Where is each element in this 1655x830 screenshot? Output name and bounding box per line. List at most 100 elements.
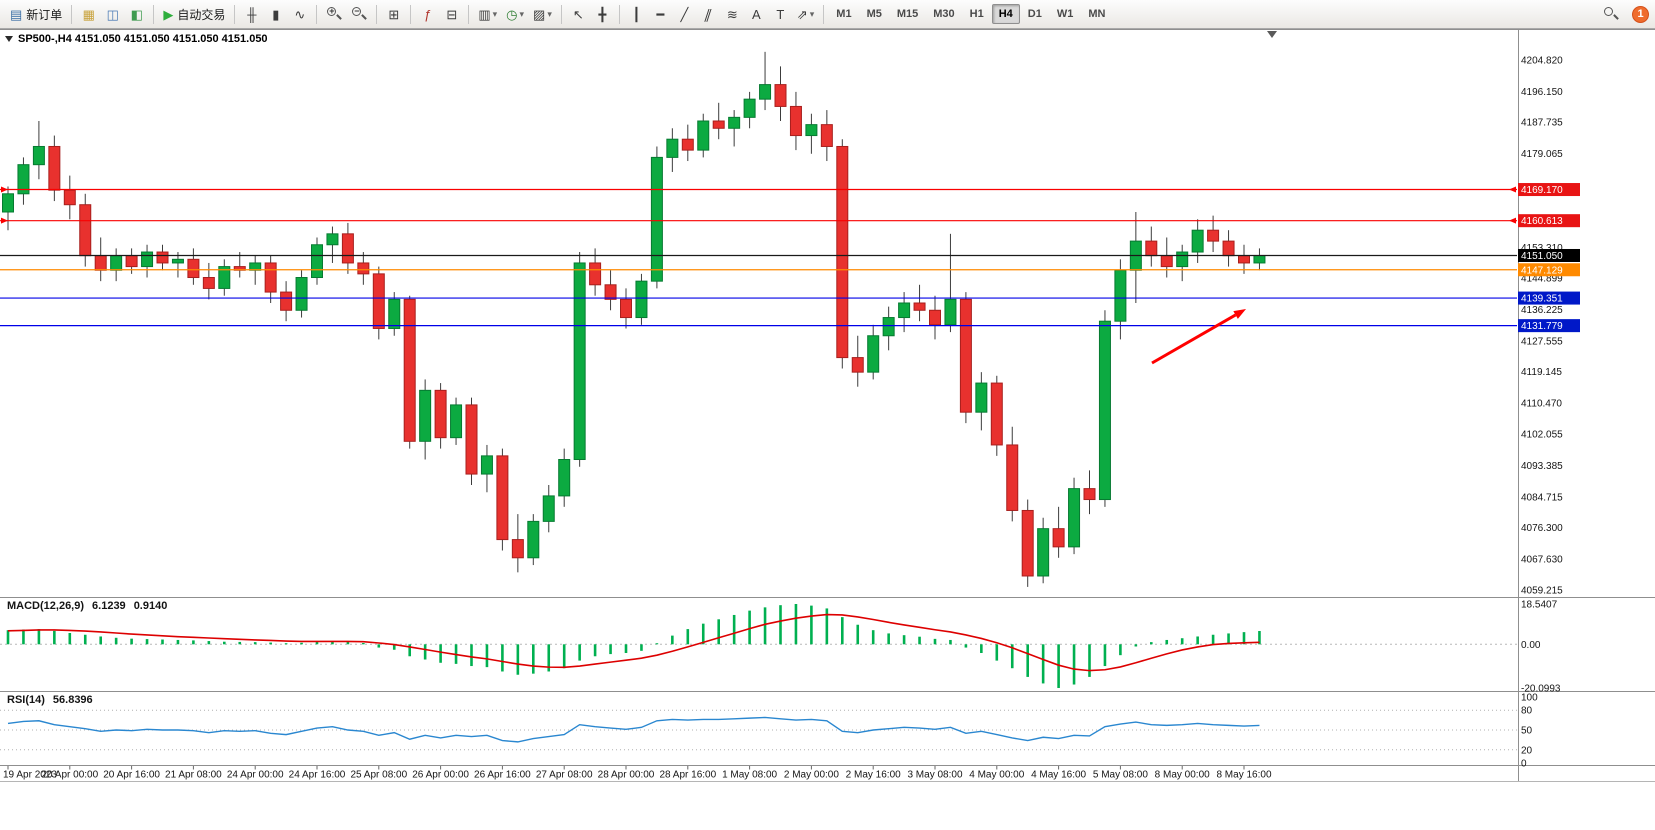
period-button[interactable]: ◷ <box>502 3 528 26</box>
timeframe-m1-button[interactable]: M1 <box>836 8 852 20</box>
new-order-button[interactable]: ▤ 新订单 <box>6 3 66 26</box>
time-axis-label: 24 Apr 16:00 <box>289 770 346 781</box>
bear-candle <box>341 233 354 264</box>
trendline-icon: ╱ <box>680 6 689 22</box>
price-badge-4169.170 <box>1518 183 1580 197</box>
text-button[interactable]: A <box>745 3 768 26</box>
bull-candle <box>2 193 14 213</box>
bear-candle <box>1006 444 1019 511</box>
toolbar-separator <box>618 4 620 24</box>
template-button[interactable]: ▨ <box>529 3 556 26</box>
price-axis-label: 4204.820 <box>1521 55 1563 66</box>
bull-candle <box>110 255 123 271</box>
timeframe-h4-button[interactable]: H4 <box>991 4 1020 24</box>
bull-candle <box>697 120 710 151</box>
tile-windows-button[interactable]: ⊞ <box>382 3 405 26</box>
market-watch-button[interactable]: ◧ <box>125 3 148 26</box>
bull-candle <box>1176 251 1189 268</box>
timeframe-mn-button[interactable]: MN <box>1088 8 1106 20</box>
bull-candle <box>975 382 988 413</box>
bear-candle <box>125 255 138 268</box>
fibonacci-icon: ≋ <box>726 6 738 22</box>
toolbar-separator <box>410 4 412 24</box>
bear-candle <box>959 298 972 413</box>
auto-trading-icon: ▶ <box>163 6 174 22</box>
timeframe-m15-button[interactable]: M15 <box>896 8 919 20</box>
bull-candle <box>635 280 648 319</box>
price-badge-label: 4151.050 <box>1521 251 1563 262</box>
bull-candle <box>480 455 493 475</box>
price-badge-4139.351 <box>1518 291 1580 305</box>
bear-candle <box>496 455 509 541</box>
auto-trading-button[interactable]: ▶ 自动交易 <box>159 3 229 26</box>
price-badge-4147.129 <box>1518 263 1580 277</box>
bull-candle <box>666 138 679 158</box>
zoom-out-button[interactable]: − <box>347 3 371 26</box>
fibonacci-button[interactable]: ≋ <box>721 3 744 26</box>
toolbar-separator <box>823 4 825 24</box>
channel-button[interactable]: ∥ <box>697 3 720 26</box>
bear-candle <box>851 357 864 373</box>
label-button[interactable]: T <box>769 3 792 26</box>
chart-shift-marker[interactable] <box>1267 31 1277 38</box>
price-axis-label: 4067.630 <box>1521 555 1563 566</box>
bull-candle <box>326 233 339 246</box>
macd-value: 6.1239 <box>92 600 126 612</box>
time-axis-label: 2 May 00:00 <box>784 770 839 781</box>
timeframe-d1-button[interactable]: D1 <box>1027 8 1042 20</box>
vertical-line-button[interactable]: ┃ <box>625 3 648 26</box>
bear-candle <box>202 277 215 289</box>
horizontal-line-button[interactable]: ━ <box>649 3 672 26</box>
bar-chart-button[interactable]: ╫ <box>240 3 263 26</box>
chart-window-button[interactable]: ▦ <box>77 3 100 26</box>
search-button[interactable] <box>1599 3 1623 26</box>
timeframe-w1-button[interactable]: W1 <box>1056 8 1074 20</box>
profiles-button[interactable]: ◫ <box>101 3 124 26</box>
bull-candle <box>1253 254 1266 264</box>
zoom-in-button[interactable]: + <box>322 3 346 26</box>
crosshair-button[interactable]: ╋ <box>591 3 614 26</box>
shapes-button[interactable]: ⇗ <box>793 3 818 26</box>
bear-candle <box>929 309 941 326</box>
template-icon: ▨ <box>533 6 546 22</box>
line-end-marker <box>1 217 8 224</box>
price-badge-label: 4160.613 <box>1521 216 1563 227</box>
rsi-value: 56.8396 <box>52 694 93 706</box>
price-axis-label: 4153.310 <box>1521 243 1563 254</box>
bull-candle <box>1191 229 1204 253</box>
bull-candle <box>867 335 880 373</box>
bear-candle <box>48 145 61 191</box>
rsi-label: RSI(14) 56.8396 <box>7 694 93 706</box>
new-chart-button[interactable]: ▥ <box>474 3 501 26</box>
toolbar-separator <box>153 4 155 24</box>
indicators-button[interactable]: ƒ <box>416 3 439 26</box>
label-icon: T <box>776 6 785 22</box>
bear-candle <box>820 124 833 147</box>
trend-arrow-line[interactable] <box>1151 313 1237 365</box>
cursor-button[interactable]: ↖ <box>567 3 590 26</box>
trend-arrow-head <box>1233 309 1246 319</box>
candlestick-button[interactable]: ▮ <box>264 3 287 26</box>
timeframe-m5-button[interactable]: M5 <box>866 8 882 20</box>
cursor-icon: ↖ <box>572 6 584 22</box>
bear-candle <box>681 138 694 151</box>
macd-axis-label: -20.0993 <box>1521 684 1561 695</box>
candlestick-icon: ▮ <box>272 6 280 22</box>
bull-candle <box>542 495 555 522</box>
notification-badge[interactable]: 1 <box>1632 5 1649 23</box>
rsi-axis-label: 0 <box>1521 759 1527 770</box>
chart-title: SP500-,H4 4151.050 4151.050 4151.050 415… <box>18 33 268 45</box>
bull-candle <box>419 389 432 442</box>
trendline-button[interactable]: ╱ <box>673 3 696 26</box>
indicator-window-button[interactable]: ⊟ <box>440 3 463 26</box>
bear-candle <box>1207 229 1220 242</box>
chart-menu-icon[interactable] <box>5 36 13 42</box>
time-axis-label: 2 May 16:00 <box>846 770 901 781</box>
macd-axis-label: 18.5407 <box>1521 600 1558 611</box>
line-chart-button[interactable]: ∿ <box>288 3 311 26</box>
bull-candle <box>573 262 586 461</box>
timeframe-h1-button[interactable]: H1 <box>969 8 984 20</box>
timeframe-m30-button[interactable]: M30 <box>933 8 955 20</box>
